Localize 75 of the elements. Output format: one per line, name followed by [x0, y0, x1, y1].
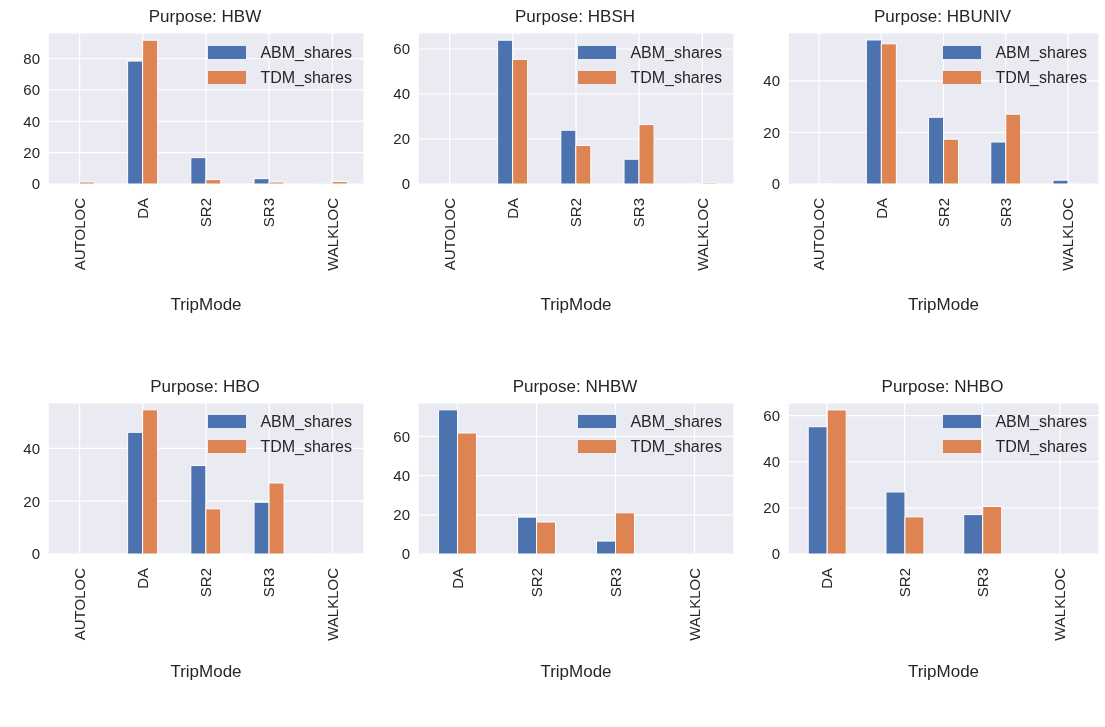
y-tick-label: 0 — [31, 545, 40, 563]
legend-label: TDM_shares — [260, 437, 352, 457]
x-tick-label: AUTOLOC — [70, 567, 88, 641]
x-tick-label: SR2 — [934, 198, 952, 228]
legend-label: ABM_shares — [260, 412, 352, 432]
x-tick-label: DA — [448, 568, 466, 589]
y-tick-label: 0 — [401, 175, 410, 193]
x-axis-title: TripMode — [540, 662, 612, 681]
chart-title: Purpose: HBW — [147, 7, 263, 27]
y-tick-label: 20 — [763, 499, 780, 517]
y-tick-label: 20 — [763, 123, 780, 141]
x-tick-label: SR3 — [260, 568, 278, 598]
chart-title: Purpose: NHBO — [880, 377, 1005, 397]
y-tick-label: 60 — [23, 81, 40, 99]
x-axis-title: TripMode — [170, 662, 242, 681]
y-tick-label: 60 — [763, 407, 780, 424]
y-tick-label: 40 — [23, 439, 40, 457]
y-tick-label: 40 — [393, 85, 410, 103]
x-tick-label: SR3 — [606, 568, 624, 598]
x-tick-label: AUTOLOC — [70, 197, 88, 271]
y-tick-label: 0 — [31, 175, 40, 193]
legend-label: TDM_shares — [995, 437, 1087, 457]
y-tick-label: 40 — [763, 72, 780, 90]
y-tick-label: 0 — [771, 175, 780, 193]
x-tick-label: SR2 — [527, 568, 545, 598]
x-tick-label: AUTOLOC — [440, 197, 458, 271]
x-tick-label: WALKLOC — [685, 567, 703, 641]
x-tick-label: SR2 — [197, 568, 215, 598]
y-tick-label: 40 — [763, 453, 780, 471]
x-tick-label: DA — [872, 198, 890, 219]
chart-title: Purpose: HBSH — [514, 7, 636, 27]
legend-label: TDM_shares — [630, 437, 722, 457]
chart-title: Purpose: HBUNIV — [873, 7, 1012, 27]
y-tick-label: 0 — [401, 545, 410, 563]
legend-label: ABM_shares — [630, 43, 722, 63]
chart-title: Purpose: HBO — [149, 377, 261, 397]
x-tick-label: WALKLOC — [693, 197, 711, 271]
y-tick-label: 20 — [393, 130, 410, 148]
y-tick-label: 20 — [393, 506, 410, 524]
x-tick-label: AUTOLOC — [810, 197, 828, 271]
y-tick-label: 60 — [393, 40, 410, 58]
legend-label: ABM_shares — [260, 43, 352, 63]
y-tick-label: 40 — [393, 466, 410, 484]
legend-label: TDM_shares — [995, 68, 1087, 88]
x-tick-label: SR3 — [260, 198, 278, 228]
x-tick-label: WALKLOC — [323, 197, 341, 271]
x-tick-label: DA — [134, 568, 152, 589]
y-tick-label: 80 — [23, 49, 40, 67]
x-tick-label: SR3 — [996, 198, 1014, 228]
legend-label: ABM_shares — [995, 43, 1087, 63]
x-tick-label: SR2 — [197, 198, 215, 228]
x-tick-label: SR3 — [630, 198, 648, 228]
y-tick-label: 20 — [23, 492, 40, 510]
x-tick-label: WALKLOC — [1059, 197, 1077, 271]
y-tick-label: 20 — [23, 143, 40, 161]
x-axis-title: TripMode — [907, 295, 980, 314]
legend-label: TDM_shares — [260, 68, 352, 88]
legend-label: TDM_shares — [630, 68, 722, 88]
x-axis-title: TripMode — [540, 295, 612, 314]
x-tick-label: DA — [818, 568, 836, 589]
y-tick-label: 60 — [393, 427, 410, 445]
chart-title: Purpose: NHBW — [511, 377, 639, 397]
x-tick-label: SR3 — [973, 568, 991, 598]
x-tick-label: WALKLOC — [323, 567, 341, 641]
y-tick-label: 40 — [23, 112, 40, 130]
x-tick-label: DA — [504, 198, 522, 219]
x-axis-title: TripMode — [170, 295, 242, 314]
x-axis-title: TripMode — [907, 662, 980, 681]
legend-label: ABM_shares — [630, 412, 722, 432]
legend-label: ABM_shares — [995, 412, 1087, 432]
x-tick-label: SR2 — [895, 568, 913, 598]
x-tick-label: DA — [134, 198, 152, 219]
x-tick-label: WALKLOC — [1051, 567, 1069, 641]
x-tick-label: SR2 — [567, 198, 585, 228]
y-tick-label: 0 — [771, 545, 780, 563]
